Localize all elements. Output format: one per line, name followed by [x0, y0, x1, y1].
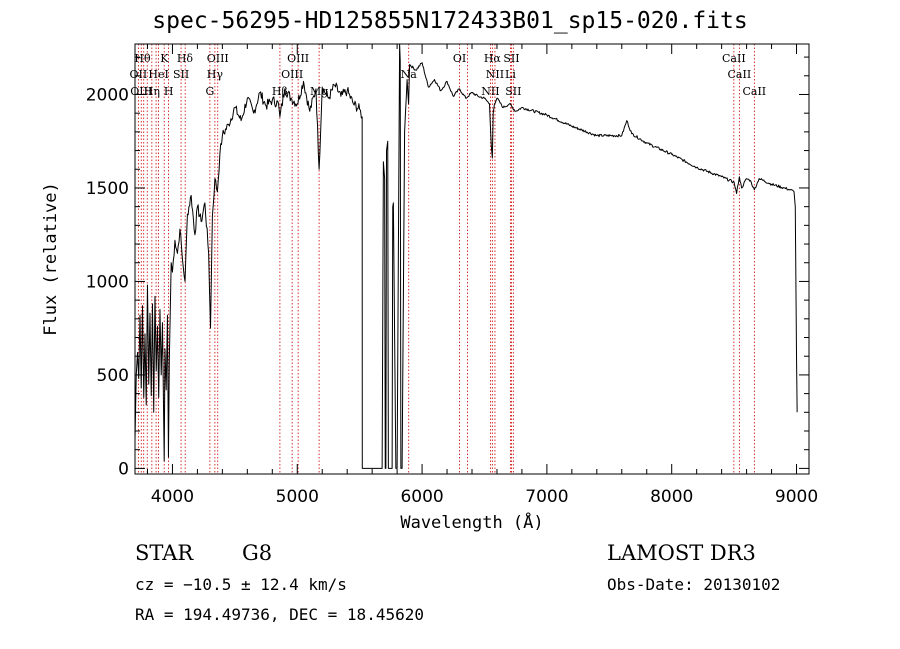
x-axis-label: Wavelength (Å) — [400, 511, 543, 533]
subclass-label: G8 — [242, 541, 273, 565]
line-label-lines_bot-0: OIII — [130, 85, 152, 98]
class-label: STAR — [135, 541, 194, 565]
x-tick-label-3: 7000 — [525, 487, 568, 507]
line-label-lines_top-5: OI — [453, 52, 466, 65]
y-axis-label: Flux (relative) — [41, 182, 61, 336]
line-label-lines_bot-4: Hβ — [272, 85, 288, 98]
line-label-lines_top-0: Hθ — [134, 52, 151, 65]
redshift-label: cz = −10.5 ± 12.4 km/s — [135, 575, 347, 594]
x-tick-label-4: 8000 — [650, 487, 693, 507]
line-label-lines_bot-2: H — [164, 85, 174, 98]
line-label-lines_mid-8: CaII — [728, 68, 752, 81]
series-layer — [134, 43, 798, 469]
line-label-lines_mid-4: OIII — [281, 68, 303, 81]
line-label-lines_mid-3: Hγ — [207, 68, 224, 81]
x-tick-label-2: 6000 — [400, 487, 443, 507]
line-label-lines_bot-5: Mg — [310, 85, 328, 98]
line-label-lines_mid-2: SII — [173, 68, 189, 81]
line-label-lines_bot-6: NII — [481, 85, 499, 98]
line-label-lines_bot-1: Hη — [144, 85, 160, 98]
line-label-lines_top-6: Hα — [484, 52, 502, 65]
coords-label: RA = 194.49736, DEC = 18.45620 — [135, 605, 424, 624]
spectrum-series-0 — [134, 43, 798, 469]
x-tick-label-0: 4000 — [151, 487, 194, 507]
chart-title: spec-56295-HD125855N172433B01_sp15-020.f… — [152, 8, 748, 34]
y-tick-label-0: 0 — [118, 459, 129, 479]
line-label-lines_mid-1: HeI — [148, 68, 168, 81]
survey-label: LAMOST DR3 — [607, 541, 756, 565]
y-tick-label-3: 1500 — [86, 179, 129, 199]
line-label-lines_top-7: SII — [503, 52, 519, 65]
x-tick-label-1: 5000 — [276, 487, 319, 507]
x-tick-label-5: 9000 — [775, 487, 818, 507]
obs-date-label: Obs-Date: 20130102 — [607, 575, 781, 594]
line-label-lines_bot-3: G — [205, 85, 214, 98]
line-label-lines_bot-8: CaII — [742, 85, 766, 98]
line-label-lines_top-8: CaII — [722, 52, 746, 65]
y-tick-label-1: 500 — [97, 366, 129, 386]
line-label-lines_bot-7: SII — [505, 85, 521, 98]
y-tick-label-2: 1000 — [86, 272, 129, 292]
line-label-lines_top-4: OIII — [287, 52, 309, 65]
line-label-lines_top-3: OIII — [207, 52, 229, 65]
y-tick-label-4: 2000 — [86, 85, 129, 105]
plot-frame — [134, 43, 810, 475]
axis-ticks: 4000 5000 6000 7000 8000 9000 0 500 1000 1500 2000 — [86, 44, 818, 507]
line-label-lines_mid-7: Li — [505, 68, 516, 81]
line-label-lines_mid-0: OII — [130, 68, 148, 81]
line-label-lines_mid-6: NII — [486, 68, 504, 81]
line-label-lines_top-2: Hδ — [177, 52, 194, 65]
line-label-lines_top-1: K — [160, 52, 169, 65]
line-label-lines_mid-5: Na — [401, 68, 418, 81]
emission-line-markers — [137, 44, 755, 474]
